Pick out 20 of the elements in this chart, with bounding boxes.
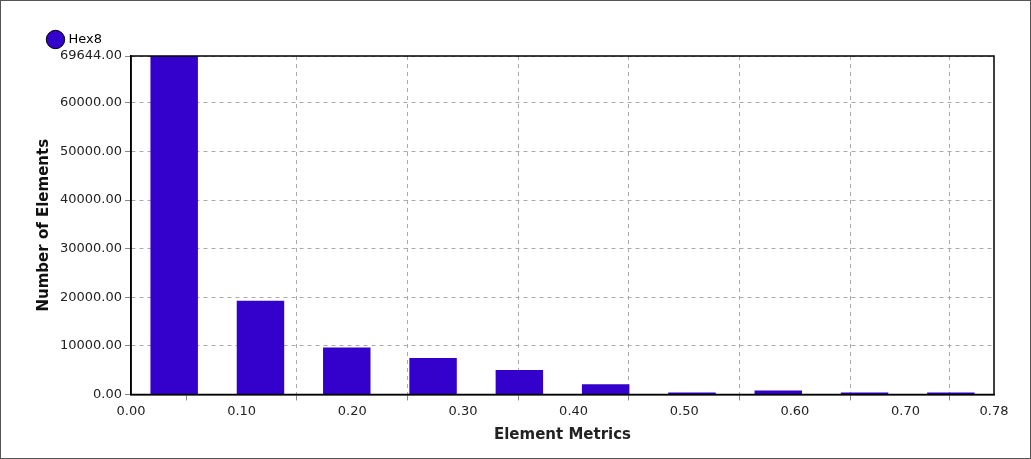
y-tick-label: 0.00 [93,385,123,401]
x-tick-label: 0.00 [116,402,146,418]
y-tick-label: 69644.00 [60,47,123,63]
x-tick-label: 0.60 [780,402,810,418]
x-axis-title: Element Metrics [493,424,632,443]
y-tick-label: 10000.00 [60,337,123,353]
y-axis-title: Number of Elements [33,138,52,312]
x-tick-label: 0.78 [979,402,1009,418]
x-tick-label: 0.70 [891,402,920,418]
x-tick-label: 0.20 [337,402,367,418]
x-tick-label: 0.50 [669,402,699,418]
y-tick-label: 20000.00 [60,288,123,304]
y-tick-label: 60000.00 [60,94,123,110]
x-tick-label: 0.40 [559,402,589,418]
x-tick-label: 0.10 [227,402,257,418]
y-tick-label: 30000.00 [60,240,123,256]
y-tick-label: 50000.00 [60,142,123,158]
y-tick-label: 40000.00 [60,191,123,207]
x-tick-label: 0.30 [448,402,478,418]
legend-label: Hex8 [68,30,103,46]
